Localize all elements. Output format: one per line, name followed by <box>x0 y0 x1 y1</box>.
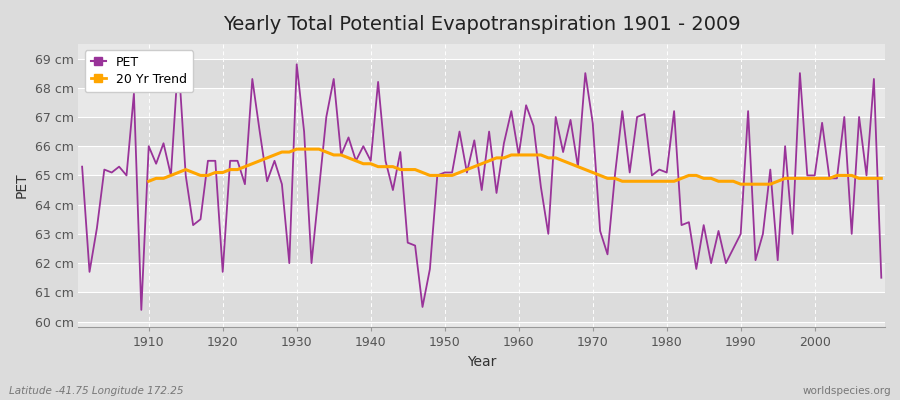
PET <box>521 103 532 108</box>
Text: worldspecies.org: worldspecies.org <box>803 386 891 396</box>
Bar <box>78 146 885 176</box>
20 Yr Trend <box>528 152 539 157</box>
PET <box>616 109 627 114</box>
Bar <box>78 88 885 117</box>
PET <box>876 275 886 280</box>
20 Yr Trend <box>854 176 865 181</box>
PET <box>358 144 369 148</box>
Bar <box>78 205 885 234</box>
20 Yr Trend <box>143 179 154 184</box>
20 Yr Trend <box>876 176 886 181</box>
Bar <box>78 263 885 292</box>
Title: Yearly Total Potential Evapotranspiration 1901 - 2009: Yearly Total Potential Evapotranspiratio… <box>223 15 741 34</box>
Line: PET: PET <box>82 58 881 310</box>
PET <box>173 56 184 61</box>
20 Yr Trend <box>292 147 302 152</box>
Bar <box>78 117 885 146</box>
PET <box>143 144 154 148</box>
20 Yr Trend <box>588 170 598 175</box>
20 Yr Trend <box>321 150 332 154</box>
20 Yr Trend <box>284 150 294 154</box>
Line: 20 Yr Trend: 20 Yr Trend <box>148 149 881 184</box>
PET <box>76 164 87 169</box>
Bar <box>78 58 885 88</box>
20 Yr Trend <box>832 173 842 178</box>
X-axis label: Year: Year <box>467 355 497 369</box>
Bar <box>78 234 885 263</box>
Y-axis label: PET: PET <box>15 173 29 198</box>
PET <box>313 188 324 192</box>
Bar <box>78 176 885 205</box>
PET <box>136 308 147 312</box>
Legend: PET, 20 Yr Trend: PET, 20 Yr Trend <box>85 50 194 92</box>
PET <box>528 123 539 128</box>
20 Yr Trend <box>735 182 746 186</box>
Bar <box>78 292 885 322</box>
Text: Latitude -41.75 Longitude 172.25: Latitude -41.75 Longitude 172.25 <box>9 386 184 396</box>
